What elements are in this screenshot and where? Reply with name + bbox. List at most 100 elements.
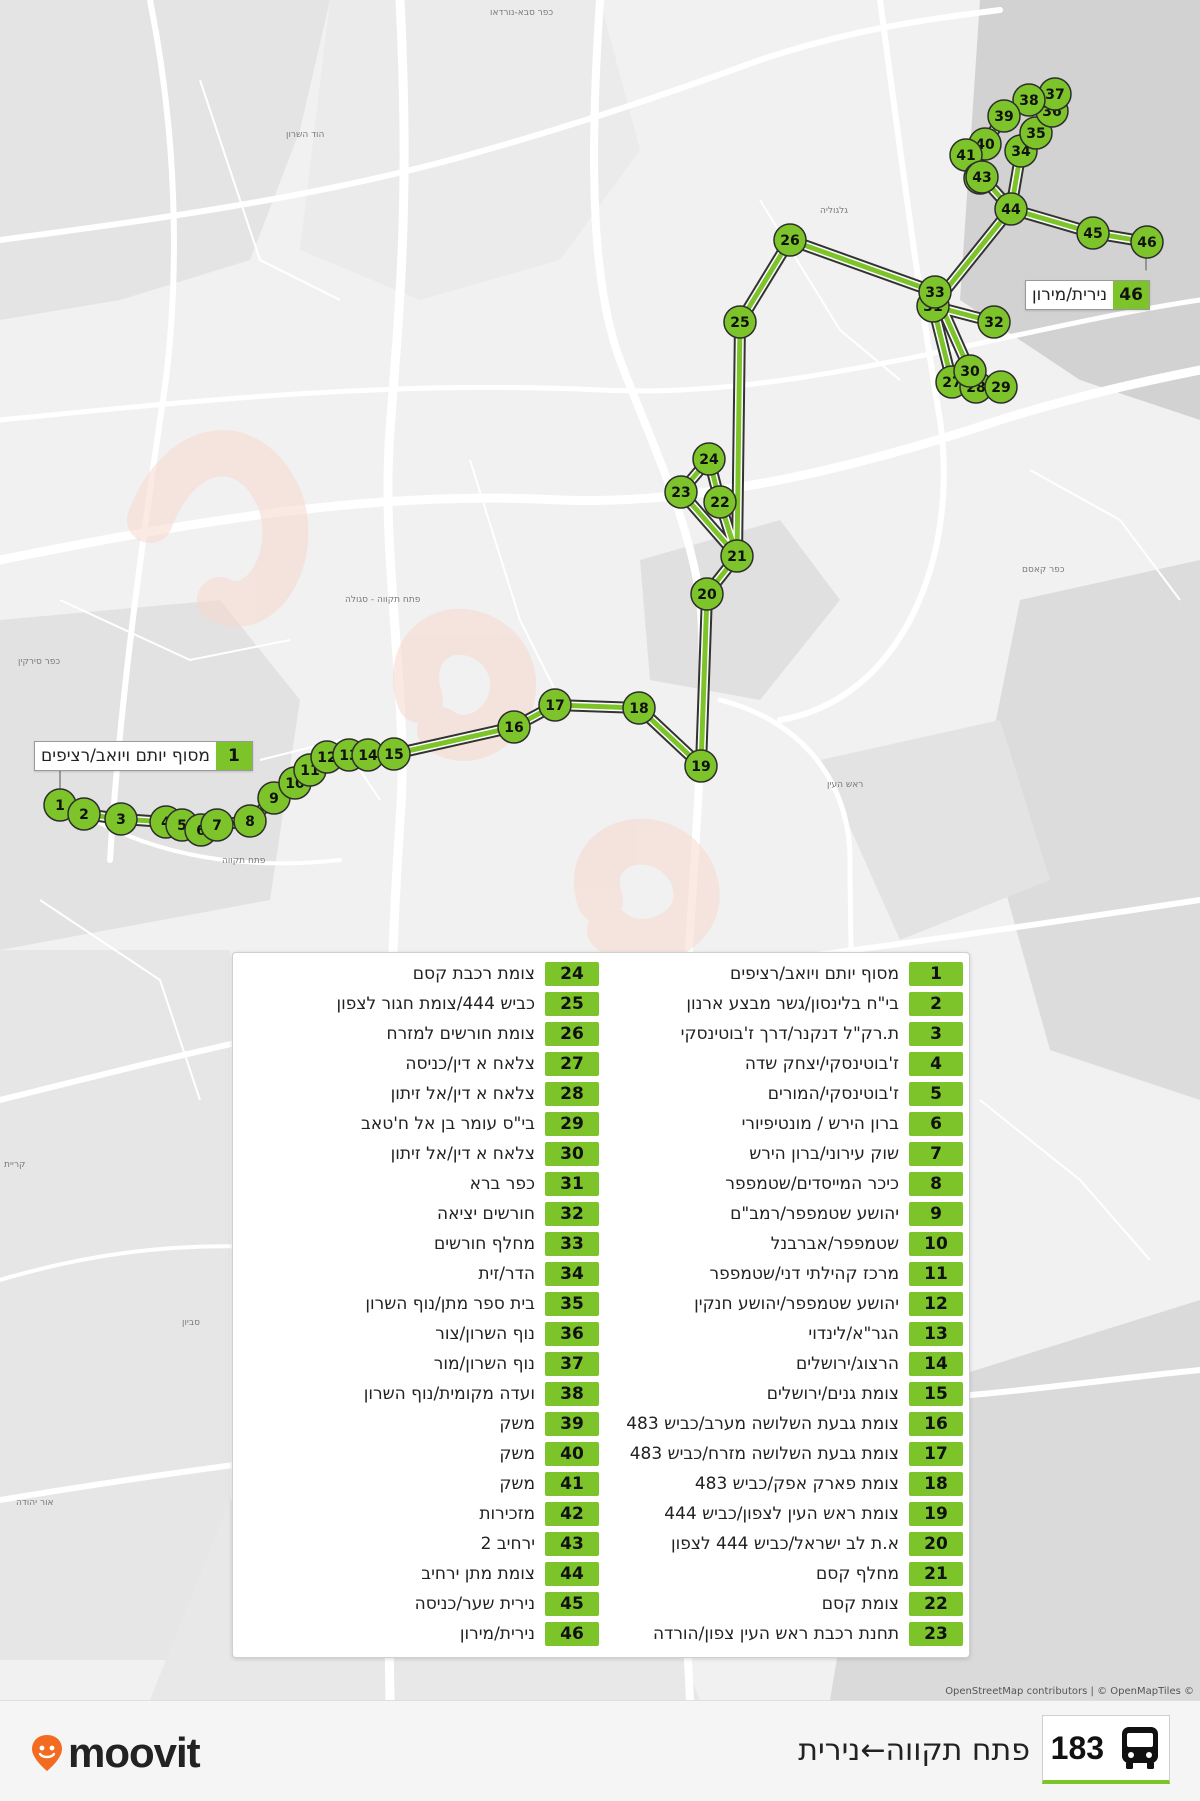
stop-marker-number: 25	[730, 315, 749, 331]
stop-number-badge: 35	[545, 1292, 599, 1316]
stop-number-badge: 2	[909, 992, 963, 1016]
stop-marker[interactable]: 2	[67, 797, 101, 831]
stop-marker[interactable]: 44	[994, 192, 1028, 226]
stop-name: כפר ברא	[469, 1174, 535, 1194]
stop-marker[interactable]: 30	[953, 354, 987, 388]
legend-stop-row: 29 בי"ס עומר בן אל ח'טאב	[239, 1109, 599, 1139]
route-map[interactable]: 1234567891011121314151617181920212223242…	[0, 0, 1200, 1700]
legend-stop-row: 20 א.ת לב ישראל/כביש 444 לצפון	[603, 1529, 963, 1559]
stop-name: צומת חורשים למזרח	[386, 1024, 535, 1044]
stop-name: הגר"א/לינדוי	[808, 1324, 899, 1344]
stop-marker[interactable]: 29	[984, 370, 1018, 404]
stop-marker-number: 8	[245, 814, 255, 830]
stop-marker-number: 23	[671, 485, 690, 501]
stop-name: צומת רכבת קסם	[412, 964, 535, 984]
stop-marker[interactable]: 24	[692, 442, 726, 476]
stop-marker[interactable]: 20	[690, 577, 724, 611]
stop-marker-number: 32	[984, 315, 1003, 331]
stop-marker[interactable]: 45	[1076, 216, 1110, 250]
legend-stop-row: 9 יהושע שטמפפר/רמב"ם	[603, 1199, 963, 1229]
stop-marker[interactable]: 43	[965, 160, 999, 194]
legend-stop-row: 23 תחנת רכבת ראש העין צפון/הורדה	[603, 1619, 963, 1649]
stop-marker[interactable]: 19	[684, 749, 718, 783]
legend-stop-row: 36 נוף השרון/צור	[239, 1319, 599, 1349]
legend-stop-row: 6 ברון הירש / מונטיפיורי	[603, 1109, 963, 1139]
place-label: הוד השרון	[286, 130, 325, 140]
legend-stop-row: 45 נירית שער/כניסה	[239, 1589, 599, 1619]
place-label: כפר סבא-נורדאו	[490, 8, 554, 18]
stop-marker-circle	[1130, 225, 1164, 259]
stop-marker[interactable]: 32	[977, 305, 1011, 339]
stop-marker-number: 3	[116, 812, 126, 828]
stop-number-badge: 28	[545, 1082, 599, 1106]
stop-number-badge: 12	[909, 1292, 963, 1316]
legend-stop-row: 3 ת.רק"ל דנקנר/דרך ז'בוטינסקי	[603, 1019, 963, 1049]
stop-marker[interactable]: 22	[703, 485, 737, 519]
stop-number-badge: 42	[545, 1502, 599, 1526]
stop-marker-circle	[233, 804, 267, 838]
stop-marker[interactable]: 18	[622, 691, 656, 725]
stop-marker[interactable]: 33	[918, 275, 952, 309]
stop-name: יהושע שטמפפר/רמב"ם	[730, 1204, 899, 1224]
stop-marker[interactable]: 39	[987, 99, 1021, 133]
legend-stop-row: 5 ז'בוטינסקי/המורים	[603, 1079, 963, 1109]
stops-legend: 1 מסוף יותם ויואב/רציפים 2 בי"ח בלינסון/גשר…	[232, 952, 970, 1658]
stop-marker-circle	[953, 354, 987, 388]
stop-marker[interactable]: 3	[104, 802, 138, 836]
stop-marker-number: 44	[1001, 202, 1021, 218]
stop-marker[interactable]: 21	[720, 539, 754, 573]
route-badge[interactable]: 183	[1042, 1715, 1170, 1784]
stop-marker[interactable]: 17	[538, 688, 572, 722]
place-label: סביון	[182, 1318, 200, 1328]
place-label: ראש העין	[827, 780, 864, 790]
stop-marker[interactable]: 25	[723, 305, 757, 339]
stop-marker[interactable]: 7	[200, 808, 234, 842]
legend-stop-row: 42 מזכירות	[239, 1499, 599, 1529]
stop-marker-circle	[377, 737, 411, 771]
stop-name: שטמפפר/אברבנל	[770, 1234, 899, 1254]
stop-name: שוק עירוני/ברון הירש	[749, 1144, 899, 1164]
stop-name: ז'בוטינסקי/המורים	[767, 1084, 899, 1104]
stop-marker-circle	[684, 749, 718, 783]
stop-marker-circle	[200, 808, 234, 842]
legend-stop-row: 32 חורשים יציאה	[239, 1199, 599, 1229]
stop-marker-circle	[622, 691, 656, 725]
stop-number-badge: 11	[909, 1262, 963, 1286]
legend-stop-row: 39 משק	[239, 1409, 599, 1439]
stop-marker[interactable]: 8	[233, 804, 267, 838]
stop-name: א.ת לב ישראל/כביש 444 לצפון	[670, 1534, 899, 1554]
stop-number-badge: 6	[909, 1112, 963, 1136]
stop-number-badge: 15	[909, 1382, 963, 1406]
stop-number-badge: 31	[545, 1172, 599, 1196]
map-attribution[interactable]: OpenStreetMap contributors | © OpenMapTi…	[945, 1686, 1194, 1697]
stop-marker-circle	[692, 442, 726, 476]
stop-name: צומת גבעת השלושה מזרח/כביש 483	[629, 1444, 899, 1464]
bus-icon	[1122, 1727, 1159, 1769]
stop-name: הדר/זית	[478, 1264, 535, 1284]
stop-marker-number: 38	[1019, 93, 1038, 109]
start-stop-label[interactable]: 1 מסוף יותם ויואב/רציפים	[34, 741, 253, 771]
stop-marker[interactable]: 38	[1012, 83, 1046, 117]
stop-name: תחנת רכבת ראש העין צפון/הורדה	[652, 1624, 899, 1644]
stop-marker-number: 1	[55, 798, 65, 814]
stop-marker[interactable]: 46	[1130, 225, 1164, 259]
legend-stop-row: 46 נירית/מירון	[239, 1619, 599, 1649]
stop-marker[interactable]: 26	[773, 223, 807, 257]
stop-marker[interactable]: 23	[664, 475, 698, 509]
stop-marker-number: 6	[196, 823, 206, 839]
end-stop-label[interactable]: 46 נירית/מירון	[1025, 280, 1151, 310]
stop-number-badge: 38	[545, 1382, 599, 1406]
stop-number-badge: 27	[545, 1052, 599, 1076]
stop-marker-number: 24	[699, 452, 719, 468]
place-label: אור יהודה	[16, 1498, 54, 1508]
route-title: פתח תקווה←נירית	[798, 1733, 1030, 1768]
stop-marker[interactable]: 16	[497, 710, 531, 744]
stop-marker-number: 34	[1011, 144, 1031, 160]
stop-number-badge: 25	[545, 992, 599, 1016]
stop-marker-circle	[720, 539, 754, 573]
stop-number-badge: 43	[545, 1532, 599, 1556]
stop-number-badge: 40	[545, 1442, 599, 1466]
moovit-logo[interactable]: moovit	[30, 1729, 201, 1777]
stop-name: צלאח א דין/אל זיתון	[390, 1144, 535, 1164]
stop-marker[interactable]: 15	[377, 737, 411, 771]
